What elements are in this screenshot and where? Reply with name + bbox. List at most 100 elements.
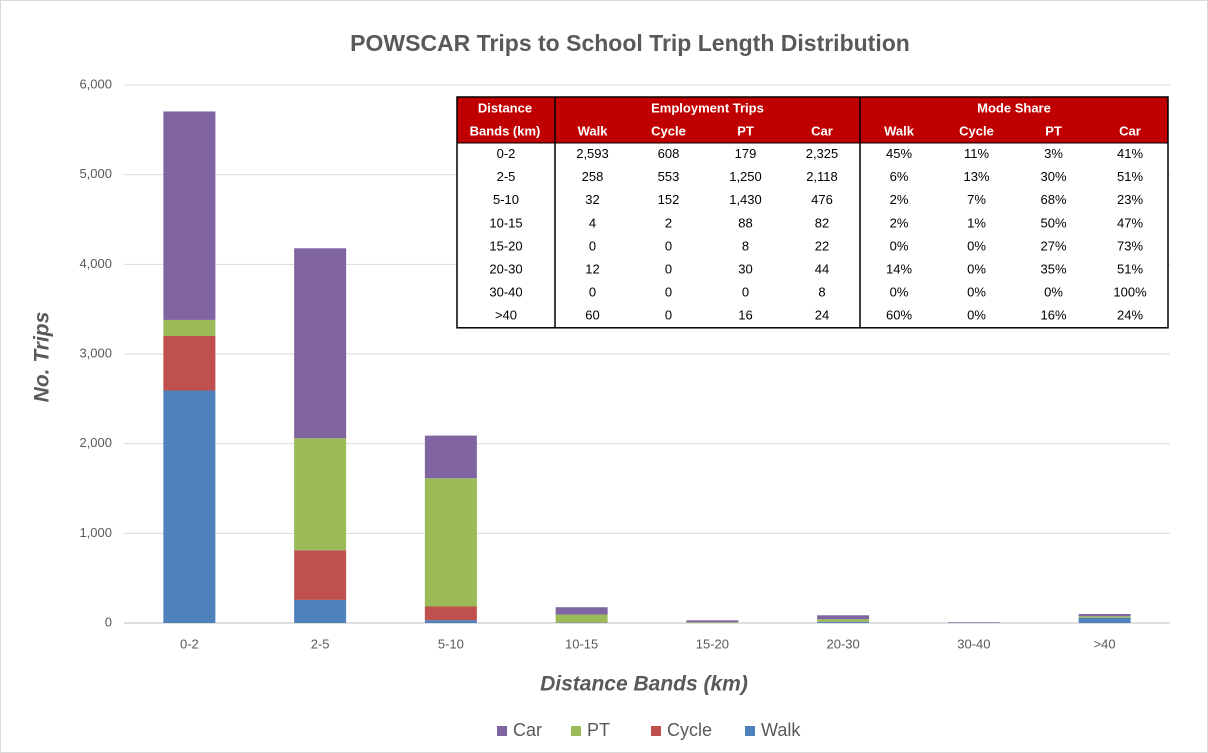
table-cell: 0% xyxy=(967,261,986,276)
bar-segment xyxy=(1078,616,1131,618)
bar-segment xyxy=(947,622,1000,623)
table-cell: 35% xyxy=(1040,261,1066,276)
y-tick-label: 6,000 xyxy=(79,76,112,91)
table-cell: 30-40 xyxy=(489,285,522,300)
table-cell: 0% xyxy=(1044,285,1063,300)
table-cell: 476 xyxy=(811,192,833,207)
table-header-cell: Cycle xyxy=(959,123,994,138)
table-cell: 30% xyxy=(1040,169,1066,184)
table-cell: 5-10 xyxy=(493,192,519,207)
table-header xyxy=(457,97,1168,143)
table-header-cell: Walk xyxy=(884,123,915,138)
table-cell: 553 xyxy=(658,169,680,184)
table-header-cell: PT xyxy=(1045,123,1062,138)
bar-segment xyxy=(817,621,870,623)
x-tick-label: 0-2 xyxy=(180,636,199,651)
table-cell: 0% xyxy=(967,308,986,323)
bar-segment xyxy=(294,550,347,600)
table-header-cell: Mode Share xyxy=(977,100,1051,115)
table-cell: 258 xyxy=(582,169,604,184)
bar-segment xyxy=(555,614,608,623)
table-cell: 2% xyxy=(890,192,909,207)
table-cell: 60% xyxy=(886,308,912,323)
table-cell: 41% xyxy=(1117,146,1143,161)
table-cell: 100% xyxy=(1113,285,1147,300)
table-cell: 73% xyxy=(1117,238,1143,253)
table-cell: 2,593 xyxy=(576,146,609,161)
x-tick-label: >40 xyxy=(1094,636,1116,651)
y-axis-label: No. Trips xyxy=(31,312,54,403)
table-cell: 60 xyxy=(585,308,599,323)
legend-label: Walk xyxy=(761,720,801,740)
y-tick-label: 4,000 xyxy=(79,256,112,271)
table-cell: 13% xyxy=(963,169,989,184)
bar-segment xyxy=(1078,614,1131,617)
bar-segment xyxy=(424,435,477,479)
table-cell: 0-2 xyxy=(497,146,516,161)
table-cell: 0 xyxy=(665,285,672,300)
table-cell: 608 xyxy=(658,146,680,161)
table-cell: 1% xyxy=(967,215,986,230)
table-cell: 32 xyxy=(585,192,599,207)
table-cell: 10-15 xyxy=(489,215,522,230)
table-cell: 51% xyxy=(1117,169,1143,184)
bar-segment xyxy=(163,390,216,623)
bar-segment xyxy=(555,607,608,615)
legend-swatch xyxy=(497,726,507,736)
table-cell: 50% xyxy=(1040,215,1066,230)
table-cell: 11% xyxy=(964,146,989,161)
x-tick-label: 30-40 xyxy=(957,636,990,651)
table-cell: 24% xyxy=(1117,308,1143,323)
table-cell: 3% xyxy=(1044,146,1063,161)
table-header-cell: Cycle xyxy=(651,123,686,138)
bar-segment xyxy=(163,319,216,336)
x-tick-label: 20-30 xyxy=(827,636,860,651)
x-tick-label: 2-5 xyxy=(311,636,330,651)
table-cell: 82 xyxy=(815,215,829,230)
x-tick-label: 15-20 xyxy=(696,636,729,651)
table-cell: 16% xyxy=(1040,308,1066,323)
y-tick-label: 1,000 xyxy=(79,525,112,540)
table-cell: 15-20 xyxy=(489,238,522,253)
bar-segment xyxy=(424,478,477,607)
table-cell: 2-5 xyxy=(497,169,516,184)
table-cell: 30 xyxy=(738,261,752,276)
table-cell: 0% xyxy=(967,238,986,253)
table-cell: 45% xyxy=(886,146,912,161)
table-header-cell: Car xyxy=(1119,123,1141,138)
table-cell: 2 xyxy=(665,215,672,230)
table-cell: 24 xyxy=(815,308,829,323)
y-tick-label: 5,000 xyxy=(79,166,112,181)
bar-segment xyxy=(294,599,347,623)
table-cell: 23% xyxy=(1117,192,1143,207)
legend-swatch xyxy=(571,726,581,736)
table-cell: 0 xyxy=(665,261,672,276)
table-cell: 22 xyxy=(815,238,829,253)
chart-title: POWSCAR Trips to School Trip Length Dist… xyxy=(350,30,910,56)
table-header-cell: PT xyxy=(737,123,754,138)
legend-label: PT xyxy=(587,720,610,740)
table-cell: 12 xyxy=(585,261,599,276)
x-tick-label: 10-15 xyxy=(565,636,598,651)
table-header-cell: Distance xyxy=(478,100,532,115)
table-cell: 6% xyxy=(890,169,909,184)
table-cell: 0 xyxy=(665,238,672,253)
x-axis-label: Distance Bands (km) xyxy=(540,673,748,696)
table-header-cell: Bands (km) xyxy=(470,123,541,138)
table-cell: 20-30 xyxy=(489,261,522,276)
table-cell: 47% xyxy=(1117,215,1143,230)
table-cell: 1,250 xyxy=(729,169,762,184)
bar-segment xyxy=(817,615,870,620)
y-tick-label: 0 xyxy=(105,614,112,629)
table-cell: 68% xyxy=(1040,192,1066,207)
table-cell: 2,325 xyxy=(806,146,839,161)
table-header-cell: Car xyxy=(811,123,833,138)
bar-segment xyxy=(686,622,739,623)
table-cell: 8 xyxy=(818,285,825,300)
x-tick-label: 5-10 xyxy=(438,636,464,651)
table-cell: 0% xyxy=(890,238,909,253)
table-cell: 2,118 xyxy=(806,169,838,184)
table-cell: 0 xyxy=(589,285,596,300)
table-cell: 152 xyxy=(658,192,680,207)
